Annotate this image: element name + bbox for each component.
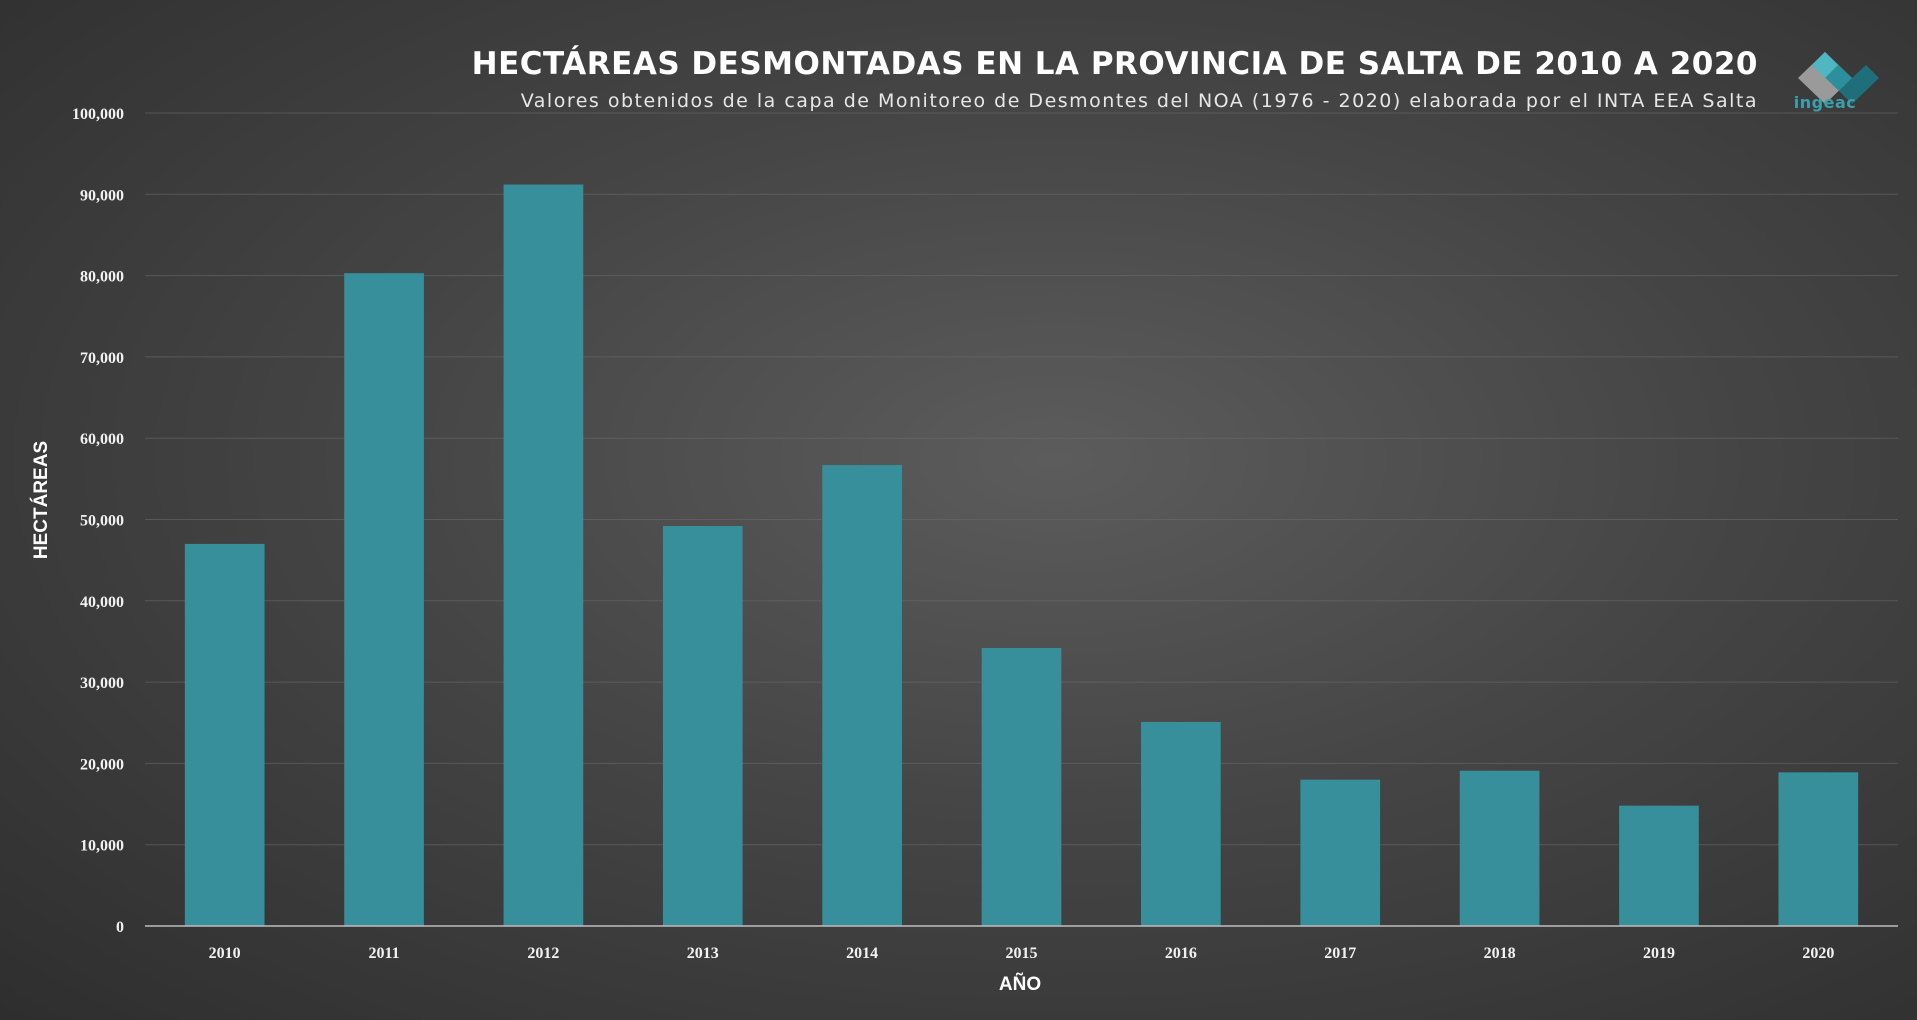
y-tick-label: 20,000 [80, 756, 124, 773]
y-axis-ticks: 0 10,000 20,000 30,000 40,000 50,000 60,000 70,… [72, 106, 124, 936]
bar-2018 [1459, 770, 1540, 926]
bar-2019 [1619, 805, 1699, 926]
bar-2020 [1778, 772, 1859, 926]
x-tick-label: 2012 [527, 945, 559, 962]
y-tick-label: 60,000 [80, 431, 124, 448]
x-tick-label: 2018 [1484, 945, 1516, 962]
ingeac-logo: ingeac [1794, 52, 1879, 112]
y-tick-label: 100,000 [72, 106, 124, 123]
bars [184, 184, 1859, 926]
y-tick-label: 80,000 [80, 269, 124, 286]
bar-2017 [1300, 779, 1381, 926]
x-tick-label: 2020 [1802, 945, 1834, 962]
bar-2011 [344, 273, 424, 926]
y-tick-label: 0 [116, 919, 124, 936]
bar-2010 [184, 543, 265, 926]
bar-2015 [981, 647, 1062, 926]
x-tick-label: 2013 [687, 945, 719, 962]
x-tick-label: 2014 [846, 945, 878, 962]
chart-title: HECTÁREAS DESMONTADAS EN LA PROVINCIA DE… [472, 46, 1758, 82]
logo-diamond-highlight-icon [1812, 52, 1838, 78]
x-axis-title: AÑO [999, 973, 1041, 995]
gridlines [145, 112, 1898, 846]
logo-diamond-right-icon [1839, 65, 1879, 104]
logo-text: ingeac [1794, 93, 1856, 112]
x-tick-label: 2017 [1324, 945, 1356, 962]
bar-2016 [1141, 721, 1221, 926]
y-axis-title: HECTÁREAS [30, 441, 52, 559]
x-axis-ticks: 2010 2011 2012 2013 2014 2015 2016 2017 2018 2019… [209, 945, 1835, 962]
y-tick-label: 10,000 [80, 838, 124, 855]
y-tick-label: 50,000 [80, 513, 124, 530]
y-tick-label: 90,000 [80, 187, 124, 204]
chart-subtitle: Valores obtenidos de la capa de Monitore… [521, 90, 1758, 112]
x-tick-label: 2015 [1006, 945, 1038, 962]
bar-2014 [822, 465, 902, 926]
y-tick-label: 70,000 [80, 350, 124, 367]
y-tick-label: 40,000 [80, 594, 124, 611]
bar-2013 [662, 526, 743, 926]
x-tick-label: 2019 [1643, 945, 1675, 962]
x-tick-label: 2011 [368, 945, 399, 962]
x-tick-label: 2016 [1165, 945, 1197, 962]
y-tick-label: 30,000 [80, 675, 124, 692]
bar-2012 [503, 184, 584, 926]
x-tick-label: 2010 [209, 945, 241, 962]
